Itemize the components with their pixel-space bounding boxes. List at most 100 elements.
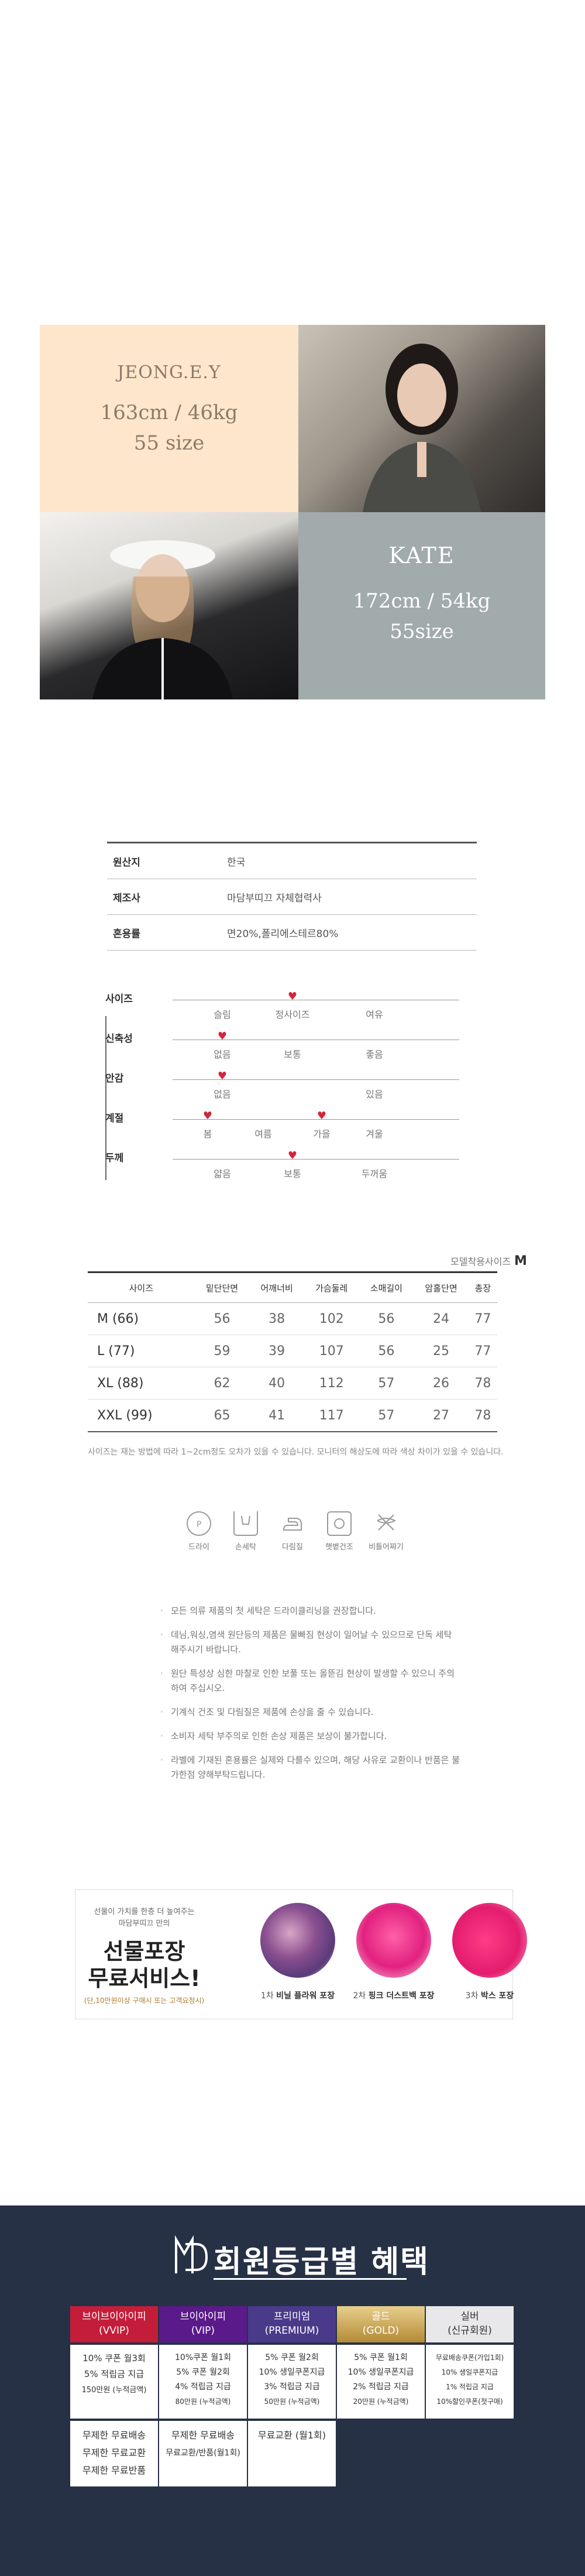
- size-cell: 26: [414, 1367, 469, 1400]
- column-header: 사이즈: [88, 1271, 195, 1303]
- benefit: 5% 쿠폰 월2회: [265, 2353, 319, 2362]
- heart-icon: ♥: [202, 1110, 213, 1122]
- scale-option: 얇음: [214, 1168, 231, 1179]
- heart-icon: ♥: [287, 1150, 298, 1162]
- benefit: 5% 쿠폰 월2회: [176, 2368, 230, 2377]
- product-properties: 사이즈 ♥ 슬림 정사이즈 여유 신축성 ♥ 없음 보통 좋음 안감 ♥ 없음 …: [105, 983, 480, 1194]
- tier-benefits: 10% 쿠폰 월3회 5% 적립금 지급 150만원 (누적금액): [70, 2345, 158, 2419]
- benefit: 10% 쿠폰 월3회: [82, 2353, 146, 2364]
- size-cell: 59: [194, 1335, 250, 1367]
- heart-icon: ♥: [287, 990, 298, 1003]
- column-header: 밑단단면: [194, 1271, 250, 1303]
- gift-step: 1차: [260, 1991, 274, 2001]
- table-row: M (66) 56 38 102 56 24 77: [88, 1302, 497, 1335]
- size-cell: 39: [249, 1335, 304, 1367]
- gift-step: 3차: [465, 1991, 479, 2001]
- model-size-text: 모델착용사이즈: [450, 1256, 511, 1267]
- benefit: 무료배송쿠폰(가입1회): [435, 2354, 504, 2362]
- list-item: 데님,워싱,염색 원단등의 제품은 물빠짐 현상이 일어날 수 있으므로 단독 …: [158, 1628, 462, 1657]
- gift-caption: 2차 핑크 더스트백 포장: [353, 1990, 434, 2001]
- benefit: 3% 적립금 지급: [264, 2382, 320, 2392]
- list-item: 원단 특성상 심한 마찰로 인한 보풀 또는 올뜯김 현상이 발생할 수 있으니…: [158, 1666, 462, 1696]
- benefit: 2% 적립금 지급: [353, 2382, 409, 2392]
- no-wring-icon: [374, 1511, 398, 1536]
- info-value: 마담부띠끄 자체협력사: [227, 892, 322, 904]
- size-cell: L (77): [88, 1335, 195, 1367]
- benefit: 50만원 (누적금액): [264, 2397, 320, 2406]
- tier-benefits: 5% 쿠폰 월1회 10% 생일쿠폰지급 2% 적립금 지급 20만원 (누적금…: [337, 2345, 425, 2419]
- size-cell: 77: [468, 1302, 497, 1335]
- extra-benefit: 무제한 무료교환: [82, 2447, 146, 2458]
- benefit: 20만원 (누적금액): [353, 2397, 409, 2406]
- care-item: 비틀어짜기: [366, 1511, 407, 1564]
- tier-eng: (VIP): [191, 2325, 215, 2337]
- tier-name: 프리미엄: [273, 2311, 311, 2323]
- scale-option: 여름: [254, 1128, 272, 1140]
- scale-line: [173, 1159, 459, 1160]
- gift-step: 2차: [353, 1991, 366, 2001]
- size-cell: 78: [468, 1399, 497, 1432]
- size-cell: 112: [304, 1367, 359, 1400]
- scale-option: 두꺼움: [361, 1168, 388, 1179]
- info-label: 원산지: [113, 856, 140, 869]
- tier-header: 프리미엄 (PREMIUM): [248, 2306, 336, 2342]
- tier-eng: (신규회원): [448, 2325, 492, 2337]
- benefit: 1% 적립금 지급: [446, 2383, 494, 2391]
- scale-option: 좋음: [366, 1049, 383, 1060]
- property-label: 사이즈: [105, 993, 133, 1005]
- care-notes: 모든 의류 제품의 첫 세탁은 드라이클리닝을 권장합니다. 데님,워싱,염색 …: [158, 1604, 462, 1792]
- gift-image: [356, 1903, 431, 1978]
- benefit: 4% 적립금 지급: [175, 2382, 231, 2392]
- size-table: 사이즈 밑단단면 어깨너비 가슴둘레 소매길이 암홀단면 총장 M (66) 5…: [88, 1271, 497, 1432]
- column-header: 소매길이: [359, 1271, 414, 1303]
- model-size-label: 모델착용사이즈 M: [450, 1254, 527, 1268]
- size-cell: 117: [304, 1399, 359, 1432]
- size-cell: 78: [468, 1367, 497, 1400]
- model-info-card: KATE 172cm / 54kg 55size: [298, 512, 545, 699]
- scale-option: 여유: [366, 1009, 383, 1020]
- size-cell: 107: [304, 1335, 359, 1367]
- heart-icon: ♥: [217, 1030, 228, 1042]
- benefit: 150만원 (누적금액): [81, 2386, 147, 2395]
- gift-option-label: 박스 포장: [480, 1991, 514, 2001]
- extra-benefit: 무제한 무료배송: [82, 2430, 146, 2441]
- model-name: JEONG.E.Y: [117, 362, 221, 383]
- size-cell: 62: [194, 1367, 250, 1400]
- gift-title: 선물포장 무료서비스!: [75, 1938, 213, 1992]
- title-underline: [214, 2278, 407, 2280]
- tier-header: 실버 (신규회원): [426, 2306, 514, 2342]
- scale-option: 봄: [203, 1128, 212, 1140]
- size-cell: 56: [194, 1302, 250, 1335]
- list-item: 모든 의류 제품의 첫 세탁은 드라이클리닝을 권장합니다.: [158, 1604, 462, 1618]
- size-cell: 41: [249, 1399, 304, 1432]
- size-note: 사이즈는 재는 방법에 따라 1~2cm정도 오차가 있을 수 있습니다. 모니…: [88, 1448, 504, 1457]
- gift-wrap-banner: 선물이 가치를 한층 더 높여주는 마담부띠끄 만의 선물포장 무료서비스! (…: [75, 1889, 527, 2019]
- model-info-card: JEONG.E.Y 163cm / 46kg 55 size: [40, 325, 298, 512]
- gift-title-line: 무료서비스!: [88, 1966, 201, 1991]
- brand-logo: [173, 2234, 209, 2277]
- care-item: 햇볕건조: [319, 1511, 360, 1564]
- divider: [105, 1016, 106, 1180]
- tier-header: 골드 (GOLD): [337, 2306, 425, 2342]
- gift-title-line: 선물포장: [103, 1939, 185, 1964]
- benefit: 10% 생일쿠폰지급: [347, 2368, 414, 2377]
- table-header-row: 사이즈 밑단단면 어깨너비 가슴둘레 소매길이 암홀단면 총장: [88, 1271, 497, 1303]
- tier-eng: (PREMIUM): [264, 2325, 319, 2337]
- table-row: 원산지 한국: [107, 842, 477, 879]
- list-item: 라벨에 기재된 혼용률은 실제와 다를수 있으며, 해당 사유로 교환이나 반품…: [158, 1753, 462, 1782]
- size-cell: 38: [249, 1302, 304, 1335]
- size-cell: 57: [359, 1399, 414, 1432]
- model-photo: [298, 325, 545, 512]
- dry-clean-icon: P: [187, 1511, 211, 1536]
- tier-name: 골드: [371, 2311, 390, 2323]
- size-cell: M (66): [88, 1302, 195, 1335]
- list-item: 기계식 건조 및 다림질은 제품에 손상을 줄 수 있습니다.: [158, 1705, 462, 1720]
- scale-option: 없음: [214, 1049, 231, 1060]
- model-size-value: M: [514, 1254, 527, 1268]
- gift-image: [260, 1903, 335, 1978]
- tier-extra: 무제한 무료배송 무제한 무료교환 무제한 무료반품: [70, 2421, 158, 2486]
- size-cell: 27: [414, 1399, 469, 1432]
- tier-eng: (GOLD): [362, 2325, 400, 2337]
- product-info-table: 원산지 한국 제조사 마담부띠끄 자체협력사 혼용률 면20%,폴리에스테르80…: [107, 842, 477, 951]
- info-value: 면20%,폴리에스테르80%: [227, 928, 339, 940]
